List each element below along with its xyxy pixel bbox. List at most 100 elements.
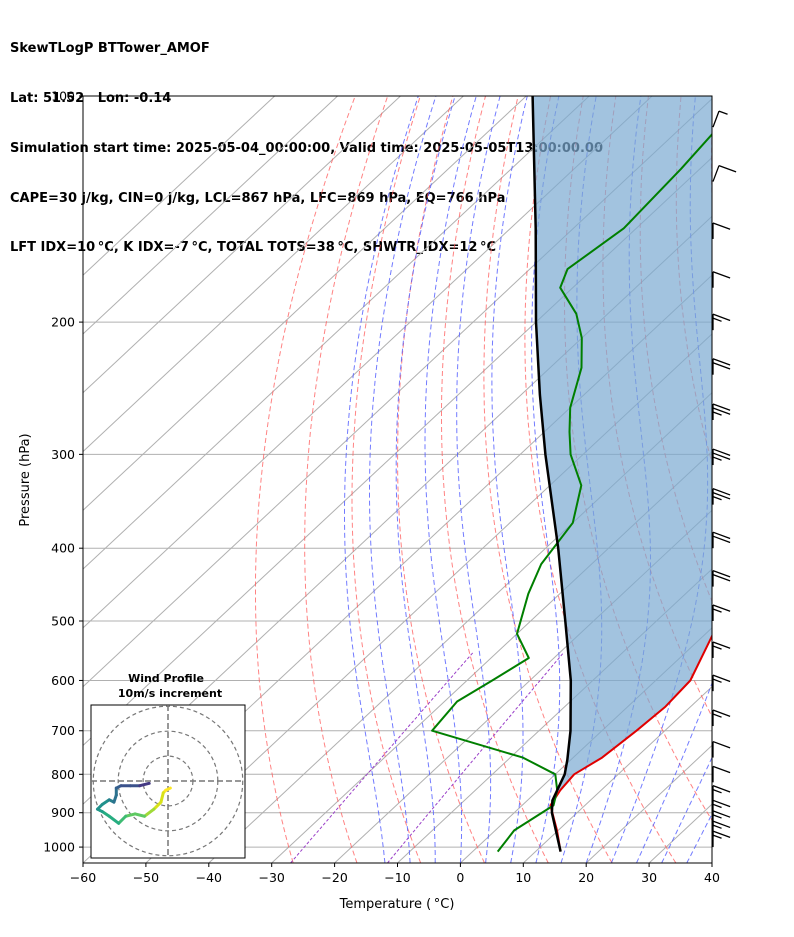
wind-barb xyxy=(712,674,731,692)
wind-barb-flag xyxy=(712,570,731,578)
wind-barb-flag xyxy=(712,492,731,500)
wind-barbs xyxy=(712,110,737,848)
wind-barb-flag xyxy=(712,604,731,612)
wind-barb-staff xyxy=(712,165,720,182)
wind-barb xyxy=(712,164,737,182)
dry-adiabat xyxy=(441,96,549,863)
wind-barb xyxy=(712,313,731,331)
moist-adiabat xyxy=(369,96,437,863)
x-tick-label: 20 xyxy=(578,870,594,885)
wind-barb xyxy=(712,488,731,505)
wind-barb-flag xyxy=(712,799,731,808)
y-tick-label: 200 xyxy=(51,315,75,330)
header-indices: LFT IDX=10 °C, K IDX=-7 °C, TOTAL TOTS=3… xyxy=(10,240,497,256)
dry-adiabat xyxy=(779,96,794,863)
y-tick-label: 700 xyxy=(51,723,75,738)
y-tick-label: 400 xyxy=(51,541,75,556)
wind-barb-flag xyxy=(712,358,731,366)
dry-adiabat xyxy=(746,96,794,863)
wind-barb-flag xyxy=(712,608,722,613)
wind-barb xyxy=(712,765,731,783)
wind-barb-flag xyxy=(712,411,722,416)
header-cape: CAPE=30 j/kg, CIN=0 j/kg, LCL=867 hPa, L… xyxy=(10,190,506,206)
hodograph-title: Wind Profile xyxy=(128,672,204,685)
wind-barb xyxy=(712,448,731,466)
wind-barb-flag xyxy=(712,713,722,718)
wind-barb-flag xyxy=(712,362,731,370)
mixing-ratio-line xyxy=(290,651,474,863)
wind-barb-flag xyxy=(712,803,722,809)
y-tick-label: 800 xyxy=(51,767,75,782)
y-tick-label: 300 xyxy=(51,447,75,462)
wind-barb xyxy=(712,604,731,621)
wind-barb-flag xyxy=(712,403,731,411)
y-axis-label: Pressure (hPa) xyxy=(18,433,33,526)
wind-barb-flag xyxy=(712,810,731,818)
hodograph-segment xyxy=(138,781,151,788)
header-location: Lat: 51.52 Lon: -0.14 xyxy=(10,90,172,106)
parcel-line xyxy=(531,96,573,852)
x-tick-label: −60 xyxy=(70,870,96,885)
wind-barb-flag xyxy=(712,765,731,774)
dry-adiabat xyxy=(710,116,712,212)
isotherm-line xyxy=(397,568,712,863)
wind-barb xyxy=(712,570,731,587)
wind-barb xyxy=(712,709,731,727)
wind-barb-flag xyxy=(712,456,722,461)
wind-barb-flag xyxy=(712,674,731,683)
x-tick-label: 0 xyxy=(456,870,464,885)
wind-barb-flag xyxy=(712,488,731,496)
wind-barb xyxy=(712,799,731,817)
moist-adiabat xyxy=(344,96,419,863)
wind-barb xyxy=(712,358,731,375)
hodograph-segment xyxy=(124,812,137,818)
hodograph-segment xyxy=(152,800,163,811)
y-tick-label: 600 xyxy=(51,673,75,688)
wind-barb-flag xyxy=(712,740,731,749)
wind-barb xyxy=(712,403,731,420)
wind-barb-flag xyxy=(712,222,731,230)
y-tick-label: 1000 xyxy=(43,840,75,855)
wind-barb xyxy=(712,740,731,758)
moist-adiabat xyxy=(491,96,528,863)
hodograph-segment xyxy=(107,814,121,825)
wind-barb-flag xyxy=(718,164,737,173)
wind-barb xyxy=(712,222,731,239)
y-tick-label: 100 xyxy=(51,89,75,104)
wind-barb-flag xyxy=(712,824,722,829)
x-tick-label: −10 xyxy=(384,870,410,885)
y-tick-label: 900 xyxy=(51,805,75,820)
wind-barb xyxy=(712,110,728,128)
wind-barb-flag xyxy=(712,678,722,683)
isotherm-line xyxy=(83,96,276,276)
header: SkewTLogP BTTower_AMOF Lat: 51.52 Lon: -… xyxy=(10,8,603,274)
wind-barb xyxy=(712,830,731,848)
wind-barb-flag xyxy=(712,574,731,582)
isotherm-line xyxy=(83,96,464,453)
wind-barb-flag xyxy=(712,820,731,829)
wind-barb-flag xyxy=(712,814,722,819)
wind-barb-flag xyxy=(712,785,731,793)
wind-barb xyxy=(712,785,731,802)
isotherm-line xyxy=(271,450,712,863)
moist-adiabat xyxy=(636,681,712,863)
wind-barb-flag xyxy=(712,535,731,544)
wind-barb-flag xyxy=(712,496,722,501)
x-tick-label: 40 xyxy=(704,870,720,885)
isotherm-line xyxy=(83,96,653,629)
hodograph-segment xyxy=(159,791,165,804)
isotherm-line xyxy=(83,96,338,335)
moist-adiabat xyxy=(661,756,712,863)
wind-barb-flag xyxy=(712,789,722,794)
isotherm-line xyxy=(711,862,712,863)
profiles xyxy=(431,96,712,853)
wind-barb-flag xyxy=(712,830,731,838)
isotherm-line xyxy=(334,509,712,863)
wind-barb-flag xyxy=(712,271,731,279)
mixing-ratio-line xyxy=(387,651,565,863)
hodograph-segment xyxy=(143,807,156,818)
isotherm-line xyxy=(83,96,590,570)
moist-adiabat xyxy=(531,96,561,863)
dry-adiabat xyxy=(351,96,422,863)
